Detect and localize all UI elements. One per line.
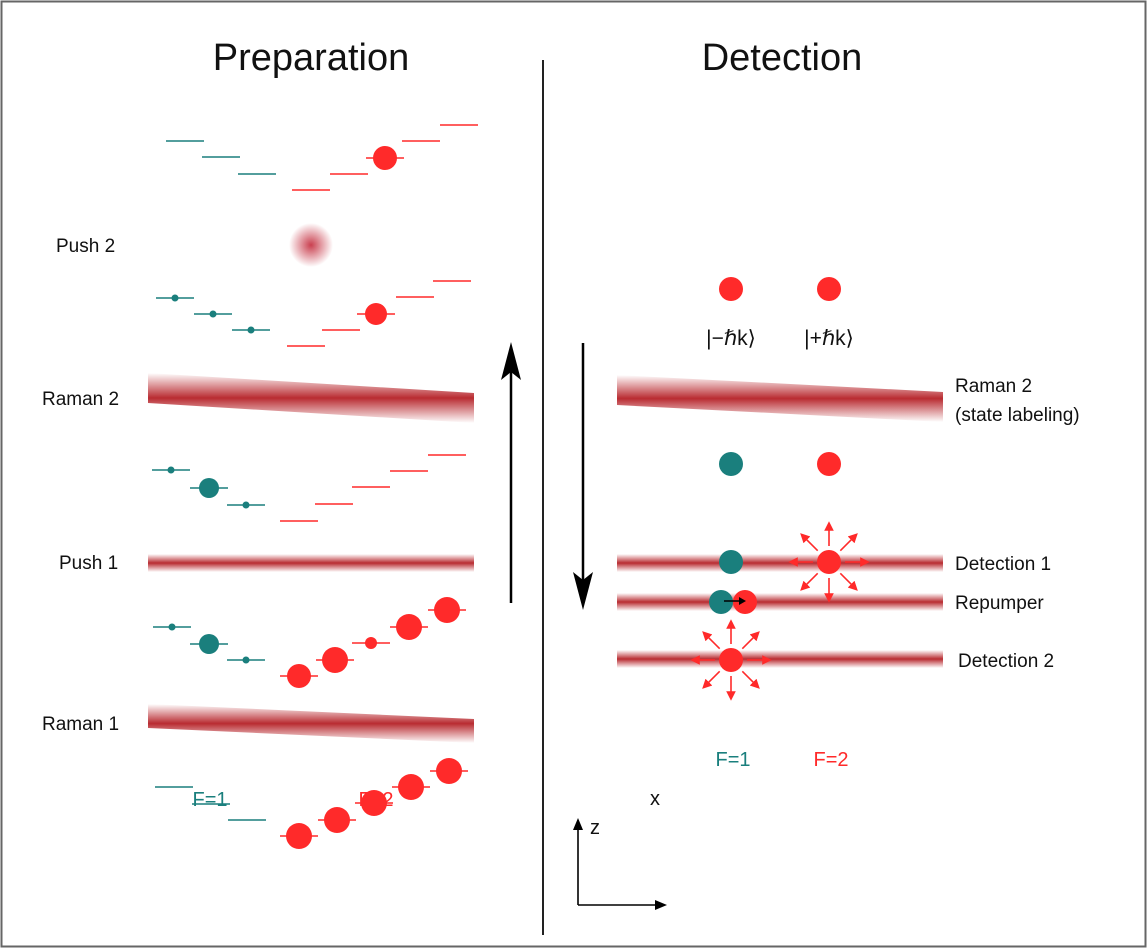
f2-population-dot xyxy=(361,790,387,816)
push1-label: Push 1 xyxy=(59,553,118,574)
ket-plus-hk: |+ℏk⟩ xyxy=(804,327,854,350)
fluorescence-burst-detection1 xyxy=(788,521,870,603)
push1-beam xyxy=(148,554,474,572)
state-labeling-label: (state labeling) xyxy=(955,405,1080,426)
x-axis-head xyxy=(655,900,667,910)
preparation-beams xyxy=(148,373,474,743)
repump-transfer-arrowhead xyxy=(739,597,746,605)
emission-arrow xyxy=(800,572,819,591)
raman1-beam xyxy=(148,704,474,743)
atom-labeled-f2 xyxy=(817,452,841,476)
atom-repump-f2 xyxy=(733,590,757,614)
f2-population-dot xyxy=(322,647,348,673)
f2-population-dot xyxy=(286,823,312,849)
f2-population-dot xyxy=(373,146,397,170)
f2-population-dot xyxy=(436,758,462,784)
emission-arrow xyxy=(702,670,721,689)
prep-f1-label: F=1 xyxy=(192,789,227,811)
atom-plus-hk xyxy=(817,277,841,301)
preparation-energy-levels xyxy=(152,124,478,849)
f1-population-dot xyxy=(247,326,255,334)
detection2-label: Detection 2 xyxy=(958,651,1054,672)
pushed-atom-cloud xyxy=(289,223,333,267)
emission-arrow xyxy=(800,533,819,552)
detection1-label: Detection 1 xyxy=(955,554,1051,575)
emission-arrow xyxy=(702,631,721,650)
x-axis-label: x xyxy=(650,788,660,810)
f1-population-dot xyxy=(242,656,250,664)
raman2-state-labeling-beam xyxy=(617,375,943,422)
atom-minus-hk xyxy=(719,277,743,301)
f1-population-dot xyxy=(171,294,179,302)
f2-population-dot xyxy=(324,807,350,833)
preparation-title: Preparation xyxy=(213,37,409,79)
emission-arrow xyxy=(839,533,858,552)
f2-population-dot xyxy=(398,774,424,800)
f1-population-dot xyxy=(209,310,217,318)
f1-population-dot xyxy=(167,466,175,474)
repumper-beam xyxy=(617,593,943,611)
atom-det1-f2 xyxy=(817,550,841,574)
emission-arrow xyxy=(839,572,858,591)
f2-population-dot xyxy=(434,597,460,623)
fluorescence-burst-detection2 xyxy=(690,619,772,701)
detect-f2-label: F=2 xyxy=(813,749,848,771)
emission-arrow xyxy=(741,670,760,689)
detect-f1-label: F=1 xyxy=(715,749,750,771)
f2-population-dot xyxy=(287,664,311,688)
detection2-beam xyxy=(617,650,943,668)
detection-beams xyxy=(617,375,943,668)
f2-population-dot xyxy=(365,303,387,325)
atom-det2 xyxy=(719,648,743,672)
prep-f2-label: F=2 xyxy=(358,789,393,811)
emission-arrow xyxy=(741,631,760,650)
f1-population-dot xyxy=(199,634,219,654)
f1-population-dot xyxy=(242,501,250,509)
ket-minus-hk: |−ℏk⟩ xyxy=(706,327,756,350)
up-arrow-head xyxy=(501,342,521,380)
repumper-label: Repumper xyxy=(955,593,1044,614)
down-arrow-head xyxy=(573,572,593,610)
atom-repump-f1 xyxy=(709,590,733,614)
z-axis-label: z xyxy=(590,817,600,839)
raman2-detect-label: Raman 2 xyxy=(955,376,1032,397)
z-axis-head xyxy=(573,818,583,830)
push2-label: Push 2 xyxy=(56,236,115,257)
raman2-label: Raman 2 xyxy=(42,389,119,410)
f1-population-dot xyxy=(199,478,219,498)
f2-population-dot xyxy=(365,637,377,649)
raman1-label: Raman 1 xyxy=(42,714,119,735)
f1-population-dot xyxy=(168,623,176,631)
atom-det1-f1 xyxy=(719,550,743,574)
detection-title: Detection xyxy=(702,37,863,79)
detection1-beam xyxy=(617,554,943,572)
f2-population-dot xyxy=(396,614,422,640)
atom-labeled-f1 xyxy=(719,452,743,476)
raman2-beam xyxy=(148,373,474,423)
